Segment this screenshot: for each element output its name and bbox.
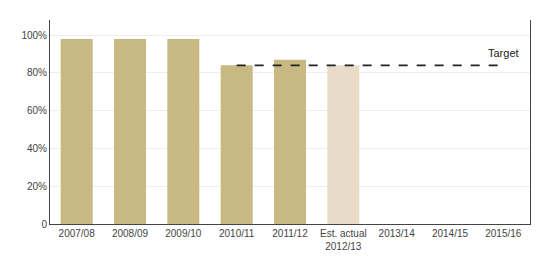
svg-text:2010/11: 2010/11: [219, 228, 255, 239]
svg-text:2009/10: 2009/10: [165, 228, 202, 239]
svg-text:2008/09: 2008/09: [112, 228, 149, 239]
svg-text:60%: 60%: [27, 105, 47, 116]
svg-text:80%: 80%: [27, 67, 47, 78]
svg-text:2013/14: 2013/14: [379, 228, 416, 239]
svg-text:2011/12: 2011/12: [272, 228, 308, 239]
svg-text:100%: 100%: [21, 30, 47, 41]
svg-text:2015/16: 2015/16: [485, 228, 522, 239]
svg-text:2014/15: 2014/15: [432, 228, 469, 239]
svg-text:20%: 20%: [27, 181, 47, 192]
svg-text:0: 0: [41, 219, 47, 230]
svg-text:2007/08: 2007/08: [59, 228, 96, 239]
svg-text:40%: 40%: [27, 143, 47, 154]
svg-text:Est. actual2012/13: Est. actual2012/13: [320, 228, 367, 252]
svg-text:Target: Target: [488, 47, 519, 59]
